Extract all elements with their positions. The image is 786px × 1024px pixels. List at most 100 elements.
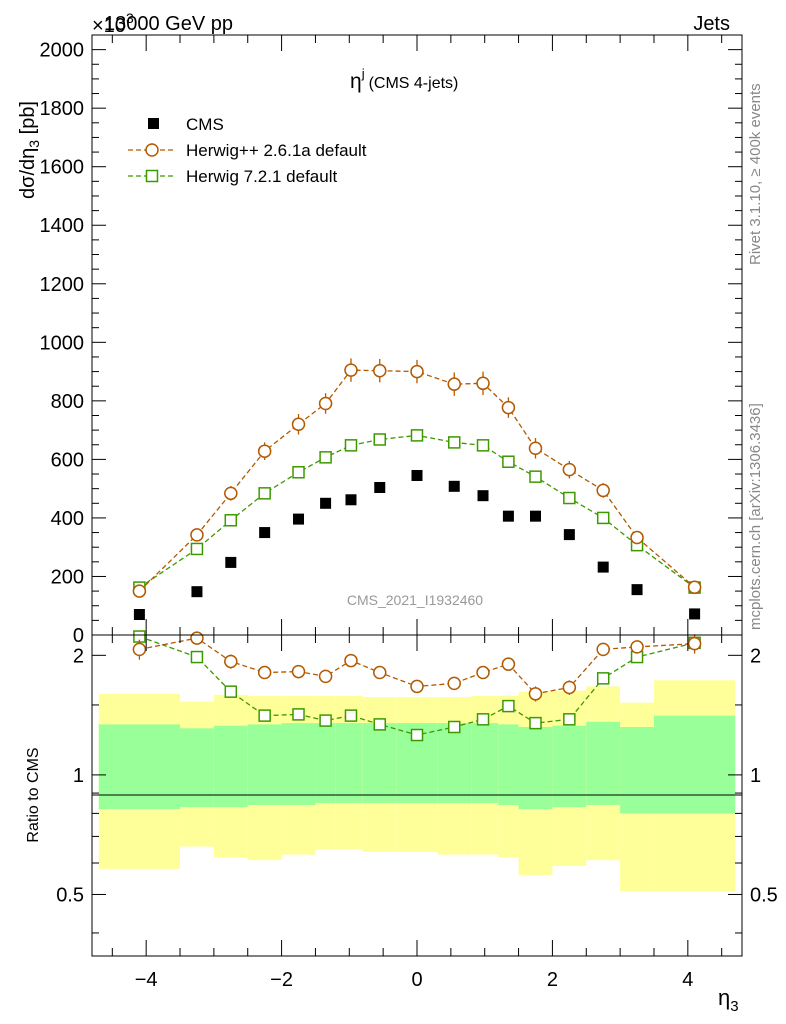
herwig-7-ratio-point — [529, 716, 542, 730]
herwig-7-ratio-point — [344, 709, 358, 722]
herwig-pp-point — [257, 444, 272, 458]
ratio-band-inner — [586, 721, 621, 805]
plot-title: ηj (CMS 4-jets) — [350, 66, 458, 93]
herwig-pp-point — [501, 400, 516, 415]
ratio-band-inner — [281, 723, 316, 805]
ratio-axis-ticks: 0.5 0.5 1 1 2 2 −4 −2 0 2 4 — [56, 635, 778, 991]
ratio-band-inner — [552, 725, 587, 808]
main-ytick-label: 200 — [51, 566, 84, 588]
legend-label-cms: CMS — [186, 115, 224, 134]
herwig-pp-point — [528, 441, 543, 456]
legend-label-herwig-pp: Herwig++ 2.6.1a default — [186, 141, 367, 160]
cms-point — [477, 490, 489, 502]
ratio-ytick-label-right: 0.5 — [750, 884, 778, 906]
cms-point — [563, 529, 575, 541]
y-multiplier: ×103 — [92, 10, 134, 37]
herwig-pp-ratio-point — [373, 665, 387, 680]
herwig-pp-ratio-point — [291, 664, 306, 679]
herwig-7-point — [190, 542, 204, 556]
main-ytick-label: 600 — [51, 449, 84, 471]
ratio-panel: 0.5 0.5 1 1 2 2 −4 −2 0 2 4 Ratio to CMS η3 — [25, 630, 778, 1015]
plot-title-main: η — [350, 70, 362, 93]
cms-point — [529, 510, 541, 522]
herwig-7-point — [596, 511, 610, 525]
herwig-pp-point — [373, 363, 387, 378]
ratio-band-inner — [98, 724, 181, 810]
rivet-label: Rivet 3.1.10, ≥ 400k events — [747, 83, 764, 265]
herwig-7-point — [563, 491, 576, 505]
legend-label-herwig-7: Herwig 7.2.1 default — [186, 167, 337, 186]
mcplots-label: mcplots.cern.ch [arXiv:1306.3436] — [747, 403, 764, 630]
herwig-7-ratio-point — [563, 713, 576, 726]
ratio-ytick-label: 0.5 — [56, 884, 84, 906]
ratio-ytick-label-right: 1 — [750, 765, 761, 787]
herwig-pp-ratio-point — [224, 654, 238, 669]
herwig-7-point — [344, 439, 358, 452]
ratio-band-inner — [653, 715, 736, 814]
ratio-bands — [98, 680, 736, 892]
ratio-band-inner — [362, 723, 397, 803]
legend-marker-cms — [148, 118, 159, 129]
cms-point — [345, 494, 357, 506]
herwig-pp-point — [596, 483, 610, 498]
herwig-pp-ratio-point — [344, 653, 358, 668]
ratio-y-label: Ratio to CMS — [25, 747, 42, 842]
legend: CMS Herwig++ 2.6.1a default Herwig 7.2.1… — [128, 115, 367, 186]
ratio-band-inner — [247, 724, 282, 805]
x-tick-label: 2 — [547, 969, 558, 991]
herwig-pp-ratio-point — [476, 665, 490, 680]
herwig-7-ratio-point — [373, 718, 387, 731]
herwig-7-ratio-point — [190, 650, 204, 664]
analysis-watermark: CMS_2021_I1932460 — [347, 592, 483, 608]
herwig-7-ratio-point — [502, 699, 515, 713]
ratio-ytick-label: 2 — [73, 645, 84, 667]
main-ytick-label: 1800 — [40, 98, 85, 120]
legend-item-herwig-pp: Herwig++ 2.6.1a default — [128, 141, 367, 160]
main-ytick-label: 0 — [73, 625, 84, 647]
herwig-7-ratio-point — [447, 720, 461, 734]
herwig-pp-point — [447, 377, 461, 391]
header-left: 13000 GeV pp — [104, 13, 233, 35]
herwig-7-ratio-point — [410, 728, 424, 742]
y-multiplier-power: 3 — [126, 10, 134, 26]
ratio-band-inner — [180, 728, 214, 808]
ratio-ytick-label: 1 — [73, 765, 84, 787]
herwig-pp-ratio-point — [562, 680, 577, 695]
herwig-pp-point — [562, 462, 577, 477]
x-tick-label: −4 — [135, 969, 158, 991]
cms-point — [411, 469, 423, 481]
plot-title-sup: j — [361, 66, 365, 81]
herwig-pp-point — [410, 364, 424, 379]
main-axis-ticks: 0 200 400 600 800 1000 1200 1400 1600 1800 2000 — [40, 35, 742, 647]
legend-item-herwig-7: Herwig 7.2.1 default — [128, 167, 337, 186]
ratio-band-inner — [437, 723, 472, 803]
herwig-pp-point — [224, 486, 238, 501]
x-axis-label: η3 — [718, 985, 739, 1015]
herwig-pp-ratio-point — [630, 640, 644, 654]
herwig-7-ratio-point — [476, 713, 490, 726]
herwig-7-point — [373, 433, 387, 446]
ratio-band-inner — [518, 726, 553, 810]
herwig-7-point — [502, 455, 515, 468]
herwig-7-point — [447, 436, 461, 449]
legend-item-cms: CMS — [148, 115, 224, 134]
herwig-7-point — [529, 470, 542, 483]
herwig-pp-ratio-point — [410, 679, 424, 694]
main-ytick-label: 1000 — [40, 332, 85, 354]
x-tick-label: −2 — [270, 969, 293, 991]
herwig-7-point — [410, 429, 424, 442]
herwig-pp-point — [630, 530, 644, 545]
cms-point — [689, 608, 701, 620]
herwig-pp-ratio-point — [687, 636, 702, 651]
herwig-pp-point — [687, 580, 702, 595]
legend-marker-herwig-7 — [145, 169, 159, 183]
herwig-pp-ratio-point — [447, 676, 461, 691]
herwig-pp-ratio-point — [257, 665, 272, 680]
main-ytick-label: 1600 — [40, 157, 85, 179]
cms-point — [191, 586, 203, 598]
header-right: Jets — [693, 13, 730, 35]
herwig-pp-ratio-point — [501, 657, 516, 671]
y-multiplier-base: ×10 — [92, 15, 126, 37]
herwig-7-ratio-point — [292, 708, 305, 721]
